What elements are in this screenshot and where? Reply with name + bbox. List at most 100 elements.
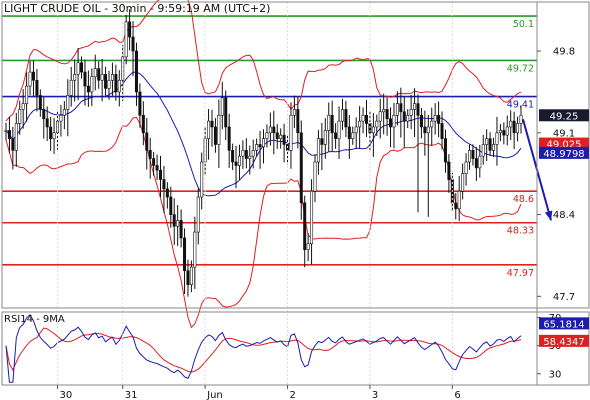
rsi-value-label: 58.4347 xyxy=(543,337,584,348)
candle-body xyxy=(492,144,496,151)
price-tag xyxy=(539,137,589,150)
candle-body xyxy=(179,220,183,239)
price-plot-area[interactable]: 50.1 49.72 49.41 48.6 48.33 47.97 xyxy=(2,0,553,329)
candle-body xyxy=(481,144,485,157)
candle-body xyxy=(275,132,279,139)
time-tick-label: 3 xyxy=(372,390,378,400)
candle-body xyxy=(90,76,94,93)
candle-body xyxy=(148,150,152,159)
candle-body xyxy=(183,237,187,271)
price-tag-label: 49.025 xyxy=(547,140,582,151)
candle-body xyxy=(59,114,63,122)
candle-body xyxy=(152,158,156,166)
candle-body xyxy=(516,123,520,134)
candle-body xyxy=(217,114,221,145)
candle-body xyxy=(76,62,80,75)
candle-body xyxy=(416,103,420,116)
candle-body xyxy=(114,74,118,93)
candle-body xyxy=(7,130,11,139)
candle-body xyxy=(419,114,423,128)
candle-body xyxy=(11,138,15,151)
candle-body xyxy=(409,109,413,116)
chart-title: LIGHT CRUDE OIL - 30min - 9:59:19 AM (UT… xyxy=(4,2,270,15)
candle-body xyxy=(385,109,389,120)
candle-body xyxy=(134,50,138,93)
bollinger-upper-band xyxy=(5,0,522,122)
price-tag-label: 48.9798 xyxy=(543,149,584,160)
candle-body xyxy=(110,74,114,81)
candle-body xyxy=(200,161,204,198)
candle-body xyxy=(172,214,176,227)
candle-body xyxy=(258,144,262,148)
candle-body xyxy=(244,150,248,159)
candle-body xyxy=(279,134,283,139)
candle-body xyxy=(426,126,430,134)
candle-body xyxy=(447,161,451,180)
price-tag xyxy=(539,146,589,159)
time-tick-label: 31 xyxy=(125,390,138,400)
candle-body xyxy=(461,173,465,192)
candle-body xyxy=(406,114,410,122)
candle-body xyxy=(193,231,197,268)
candle-body xyxy=(467,150,471,163)
candle-body xyxy=(241,150,245,157)
candle-body xyxy=(141,114,145,134)
candle-body xyxy=(327,114,331,131)
candle-body xyxy=(224,97,228,128)
candle-body xyxy=(207,120,211,139)
level-label: 47.97 xyxy=(507,268,534,279)
rsi-panel-label: RSI14 - 9MA xyxy=(4,314,65,325)
candle-body xyxy=(464,161,468,174)
candle-body xyxy=(389,118,393,128)
candle-body xyxy=(519,114,523,124)
candle-body xyxy=(437,114,441,124)
candle-body xyxy=(131,36,135,52)
candle-body xyxy=(296,109,300,134)
candle-body xyxy=(354,126,358,134)
rsi-tick-label: 30 xyxy=(549,369,562,380)
time-axis: 30 31 Jun 2 3 6 xyxy=(57,385,461,400)
candle-body xyxy=(159,169,163,180)
candle-body xyxy=(162,179,166,190)
candle-body xyxy=(104,74,108,89)
candle-body xyxy=(303,202,307,250)
candle-body xyxy=(231,150,235,163)
rsi-ma-line xyxy=(5,327,522,373)
candle-body xyxy=(210,120,214,128)
candle-body xyxy=(14,123,18,151)
candle-body xyxy=(42,109,46,120)
forecast-arrow-head xyxy=(544,210,553,221)
candle-body xyxy=(299,132,303,204)
candle-body xyxy=(371,126,375,134)
candle-body xyxy=(86,85,90,93)
candle-body xyxy=(165,188,169,198)
candle-body xyxy=(478,155,482,169)
candle-body xyxy=(21,103,25,110)
candle-body xyxy=(97,68,101,81)
candle-body xyxy=(364,114,368,124)
candle-body xyxy=(402,111,406,122)
candle-body xyxy=(337,120,341,139)
price-tick-label: 49.8 xyxy=(553,47,575,58)
candle-body xyxy=(4,130,8,132)
candle-body xyxy=(375,120,379,128)
candle-body xyxy=(62,109,66,116)
rsi-plot-area[interactable] xyxy=(5,314,522,383)
candle-body xyxy=(399,103,403,113)
candle-body xyxy=(272,126,276,134)
candle-body xyxy=(471,150,475,159)
candle-body xyxy=(433,114,437,122)
candle-body xyxy=(430,120,434,128)
candle-body xyxy=(145,132,149,151)
candle-body xyxy=(52,132,56,139)
candle-body xyxy=(261,138,265,148)
level-label: 49.41 xyxy=(507,100,534,111)
candle-body xyxy=(107,79,111,89)
candle-body xyxy=(35,79,39,96)
candle-body xyxy=(80,62,84,73)
level-label: 50.1 xyxy=(513,19,534,30)
price-tag xyxy=(539,109,589,122)
candle-body xyxy=(73,74,77,81)
candle-body xyxy=(289,114,293,151)
